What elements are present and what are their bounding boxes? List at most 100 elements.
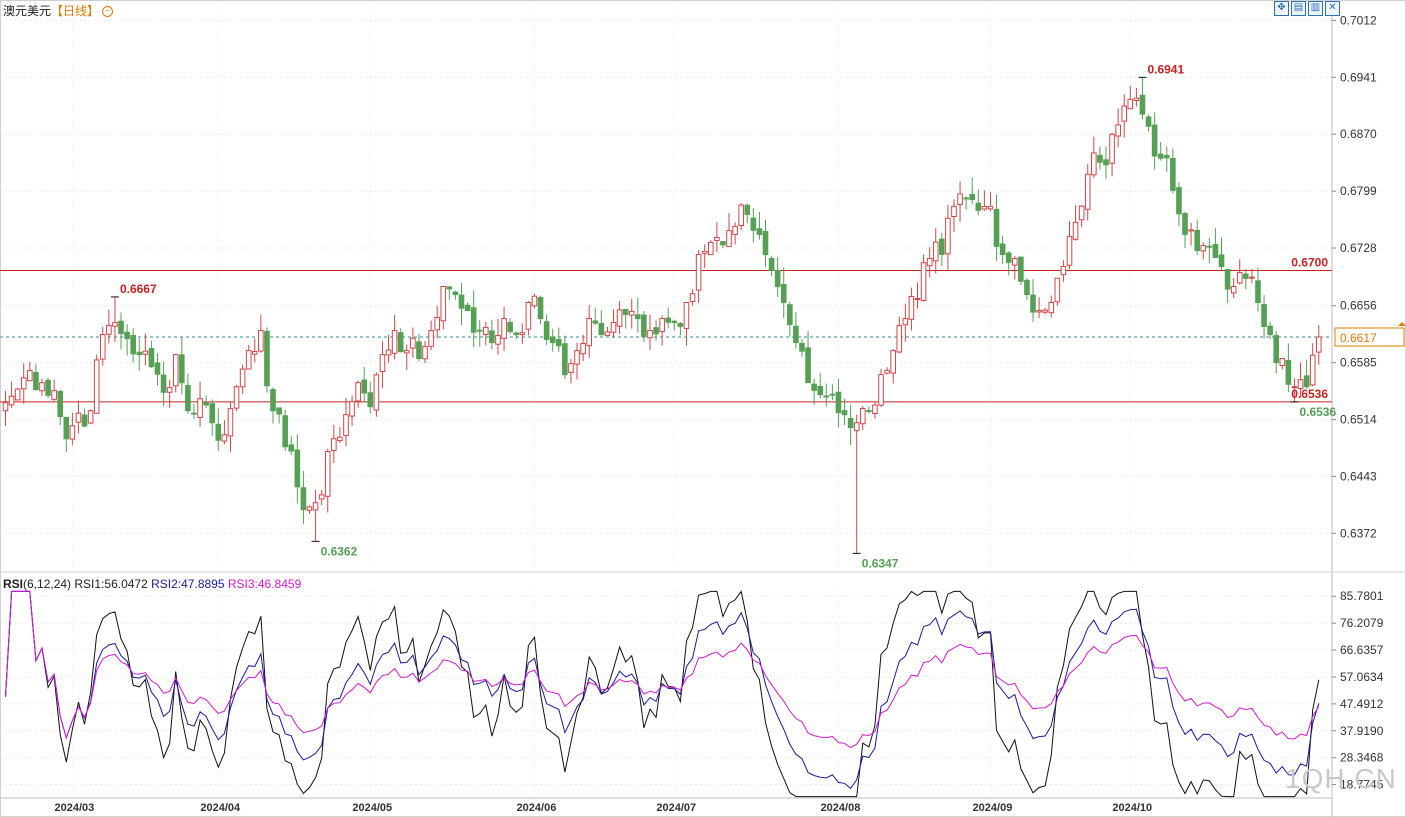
chart-settings-icon[interactable]: ▤ [1291, 1, 1306, 16]
x-tick-label: 2024/05 [352, 802, 392, 814]
candle [312, 502, 319, 511]
candle [549, 336, 556, 344]
candle [635, 314, 641, 320]
candle [568, 363, 574, 373]
candle [1218, 254, 1225, 267]
candle [1133, 97, 1140, 102]
candle [1005, 252, 1012, 263]
candle [458, 294, 465, 309]
rsi3-line [5, 590, 1320, 749]
candle [543, 321, 550, 340]
candle [507, 321, 513, 333]
candle [495, 335, 501, 345]
candle [33, 371, 39, 391]
candle [726, 230, 732, 247]
candle [1206, 245, 1213, 248]
candle [1066, 235, 1073, 266]
candle [829, 393, 836, 396]
minus-circle-icon[interactable]: − [102, 6, 114, 18]
candle [653, 327, 659, 335]
rsi1-line [5, 590, 1320, 798]
x-tick-label: 2024/06 [517, 802, 557, 814]
level-label: 0.6536 [1291, 387, 1328, 401]
candle [641, 314, 647, 338]
candle [1078, 205, 1085, 221]
y-tick-label: 0.6941 [1340, 70, 1377, 84]
candle [172, 354, 179, 387]
candle [647, 330, 653, 339]
candle [1097, 154, 1103, 163]
candle [57, 390, 64, 418]
candle [841, 410, 848, 416]
candle [14, 388, 21, 401]
price-annotations: 0.6667 0.6362 0.6347 0.6941 0.6536 [110, 62, 1336, 570]
candle [659, 318, 665, 333]
interval-label: 【日线】 [51, 4, 100, 18]
candle [349, 400, 355, 417]
candle [878, 374, 884, 406]
candle [1182, 213, 1188, 235]
candle [324, 450, 331, 497]
rsi-tick-label: 37.9190 [1340, 724, 1384, 738]
x-tick-label: 2024/09 [973, 802, 1013, 814]
candle [20, 377, 27, 390]
candle [379, 354, 386, 372]
candle [866, 410, 872, 413]
candle [1194, 230, 1200, 251]
candle [744, 204, 751, 215]
candle [142, 350, 149, 355]
candle [452, 291, 459, 296]
rsi-tick-label: 57.0634 [1340, 670, 1384, 684]
candle [251, 350, 258, 355]
candle [951, 205, 957, 217]
candle [1042, 309, 1048, 313]
candle [99, 334, 106, 360]
candle [1315, 336, 1322, 353]
instrument-name: 澳元美元 [3, 4, 52, 18]
current-price-marker-icon [1398, 321, 1406, 326]
candle [258, 330, 264, 352]
rsi-name: RSI [3, 577, 24, 591]
candle [470, 307, 477, 333]
rsi-tick-label: 28.3468 [1340, 751, 1384, 765]
crosshair-icon[interactable]: ✥ [1274, 1, 1289, 16]
y-tick-label: 0.6372 [1340, 526, 1377, 540]
chart-title: 澳元美元【日线】 − [3, 2, 114, 19]
candle [203, 401, 209, 406]
candle [908, 295, 915, 320]
candle [768, 257, 775, 271]
candle [1060, 265, 1067, 276]
candle [434, 317, 440, 331]
candle [902, 318, 909, 326]
candle [397, 332, 404, 353]
rsi2-line [5, 590, 1320, 790]
candle [8, 395, 15, 406]
candle [154, 362, 161, 375]
chart-toolbar: ✥ ▤ ▥ ✕ [1274, 1, 1340, 16]
candle [1121, 105, 1128, 122]
candle [1212, 244, 1219, 258]
candle [1176, 187, 1182, 215]
candle [416, 341, 422, 360]
candle [1261, 304, 1267, 327]
candle [975, 202, 982, 211]
candle [957, 193, 963, 206]
candle [233, 386, 240, 409]
close-icon[interactable]: ✕ [1325, 1, 1340, 16]
candle [483, 326, 489, 335]
candle [270, 389, 276, 412]
y-tick-label: 0.6656 [1340, 299, 1377, 313]
y-tick-label: 0.6443 [1340, 469, 1377, 483]
rsi1-legend: RSI1:56.0472 [74, 577, 148, 591]
candle [531, 295, 538, 307]
rsi2-legend: RSI2:47.8895 [151, 577, 225, 591]
candle [130, 334, 136, 355]
level-lines: 0.6700 0.6536 0.6617 [0, 255, 1406, 403]
rsi-series [5, 590, 1320, 798]
candle [209, 403, 216, 424]
chart-type-icon[interactable]: ▥ [1308, 1, 1323, 16]
candle [835, 391, 842, 414]
rsi-tick-label: 85.7801 [1340, 589, 1384, 603]
candle [191, 412, 197, 415]
